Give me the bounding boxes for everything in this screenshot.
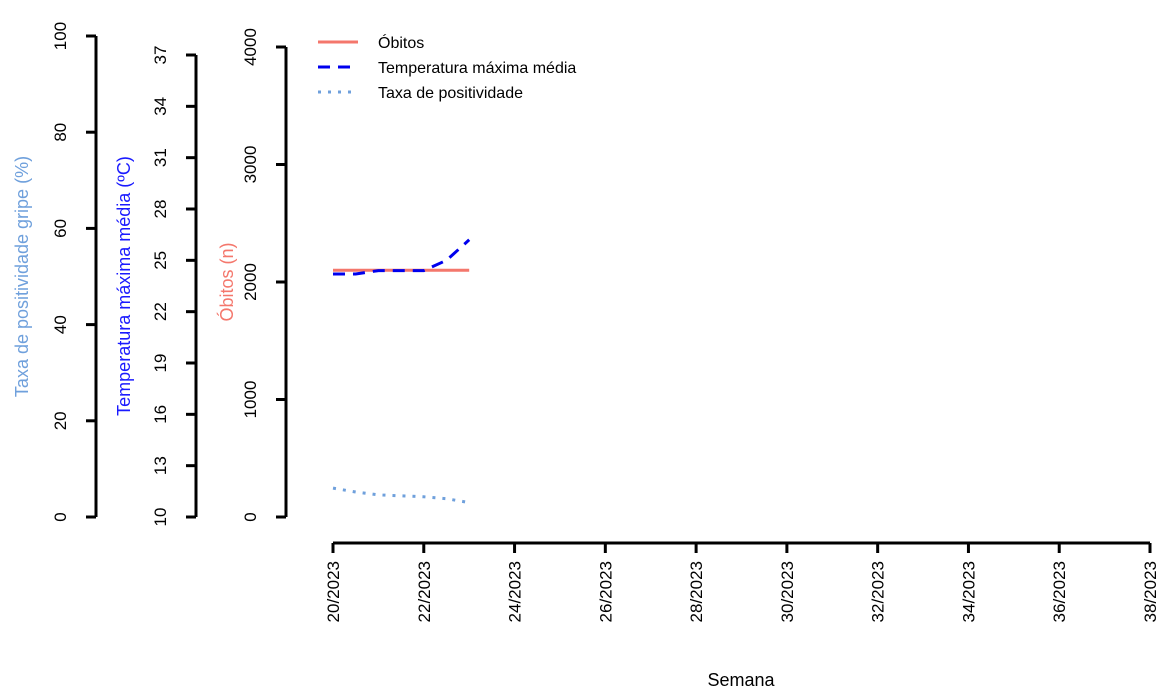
x-axis: 20/2023 22/2023 24/2023 26/2023 28/2023 30/20… — [324, 541, 1160, 622]
series-line-2 — [332, 486, 470, 505]
y-tick-label-gripe: 40 — [51, 315, 70, 334]
x-tick-label: 28/2023 — [687, 561, 706, 622]
y-tick-label-obitos: 3000 — [241, 146, 260, 184]
y-tick-label-temp: 19 — [151, 354, 170, 373]
y-axis-title-temp: Temperatura máxima média (ºC) — [114, 156, 134, 416]
y-tick-label-temp: 13 — [151, 456, 170, 475]
legend-label-1: Temperatura máxima média — [378, 60, 576, 77]
y-tick-label-gripe: 20 — [51, 411, 70, 430]
y-tick-label-gripe: 100 — [51, 22, 70, 50]
y-tick-label-temp: 10 — [151, 508, 170, 527]
x-tick-label: 36/2023 — [1050, 561, 1069, 622]
y-tick-label-gripe: 0 — [51, 512, 70, 521]
y-axis-title-obitos: Óbitos (n) — [216, 242, 237, 321]
x-tick-label: 30/2023 — [778, 561, 797, 622]
x-tick-label: 22/2023 — [415, 561, 434, 622]
legend: Óbitos Temperatura máxima média Taxa de po… — [318, 33, 576, 102]
y-tick-label-temp: 37 — [151, 46, 170, 65]
legend-label-2: Taxa de positividade — [378, 85, 523, 102]
y-tick-label-gripe: 80 — [51, 123, 70, 142]
y-tick-label-obitos: 1000 — [241, 381, 260, 419]
x-tick-label: 24/2023 — [506, 561, 525, 622]
y-tick-label-obitos: 0 — [241, 512, 260, 521]
x-tick-label: 26/2023 — [596, 561, 615, 622]
y-axis-title-gripe: Taxa de positividade gripe (%) — [12, 156, 32, 397]
y-tick-label-temp: 31 — [151, 148, 170, 167]
y-axis-obitos: 0 1000 2000 3000 4000 Óbitos (n) — [216, 28, 288, 522]
x-tick-label: 20/2023 — [324, 561, 343, 622]
y-axis-gripe: 0 20 40 60 80 100 Taxa de positividade gripe (… — [12, 22, 98, 522]
y-axis-temp: 10 13 16 19 22 25 28 31 34 37 Temperatura máxima m… — [114, 46, 198, 527]
x-axis-title: Semana — [707, 670, 775, 690]
x-tick-label: 34/2023 — [959, 561, 978, 622]
x-tick-label: 32/2023 — [869, 561, 888, 622]
y-tick-label-temp: 28 — [151, 200, 170, 219]
y-tick-label-temp: 34 — [151, 97, 170, 116]
plot-series-group — [332, 238, 471, 505]
y-tick-label-gripe: 60 — [51, 219, 70, 238]
y-tick-label-obitos: 2000 — [241, 263, 260, 301]
legend-label-0: Óbitos — [378, 33, 424, 52]
y-tick-label-obitos: 4000 — [241, 28, 260, 66]
y-tick-label-temp: 25 — [151, 251, 170, 270]
series-line-1 — [333, 238, 471, 276]
y-tick-label-temp: 16 — [151, 405, 170, 424]
x-tick-label: 38/2023 — [1141, 561, 1160, 622]
y-tick-label-temp: 22 — [151, 302, 170, 321]
